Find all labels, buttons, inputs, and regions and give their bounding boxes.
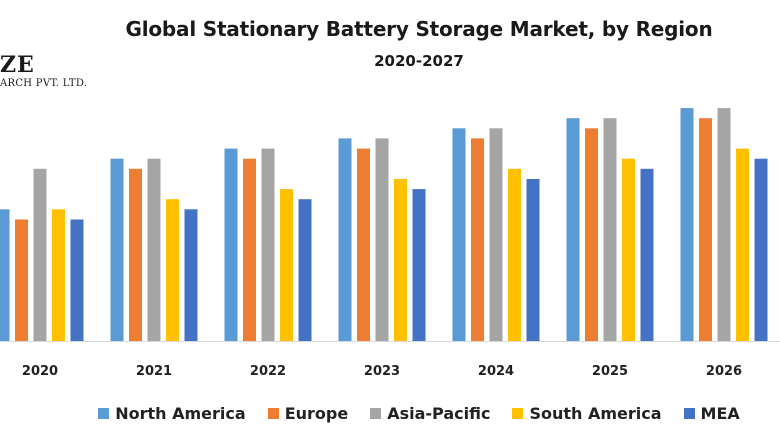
bar-south-america-2025 <box>622 158 635 341</box>
bar-asia-pacific-2024 <box>489 128 503 341</box>
legend-item-asia-pacific: Asia-Pacific <box>370 404 490 423</box>
bar-mea-2025 <box>640 168 654 341</box>
x-tick-label: 2024 <box>478 364 514 379</box>
legend-item-south-america: South America <box>512 404 662 423</box>
bar-north-america-2025 <box>566 118 580 341</box>
bar-mea-2021 <box>184 209 198 341</box>
legend-item-north-america: North America <box>98 404 246 423</box>
bar-north-america-2024 <box>452 128 466 341</box>
logo-subtext: ARCH PVT. LTD. <box>0 78 88 89</box>
bar-south-america-2020 <box>52 209 65 341</box>
x-tick-label: 2026 <box>706 364 742 379</box>
legend-swatch <box>267 408 279 419</box>
bar-south-america-2024 <box>508 168 521 341</box>
legend-swatch <box>512 408 524 419</box>
bar-mea-2023 <box>412 189 426 341</box>
bar-north-america-2026 <box>680 108 694 341</box>
bar-europe-2022 <box>243 158 256 341</box>
legend-label: Asia-Pacific <box>387 404 491 423</box>
x-tick-label: 2025 <box>592 364 628 379</box>
legend-swatch <box>370 408 382 419</box>
legend-item-mea: MEA <box>683 404 740 423</box>
bar-asia-pacific-2021 <box>147 158 161 341</box>
x-tick-label: 2021 <box>136 364 172 379</box>
x-tick-label: 2020 <box>22 364 58 379</box>
bar-asia-pacific-2025 <box>603 118 617 341</box>
legend-swatch <box>98 408 110 419</box>
bar-asia-pacific-2026 <box>717 108 731 341</box>
bar-north-america-2023 <box>338 138 352 341</box>
bar-mea-2024 <box>526 179 540 341</box>
legend-item-europe: Europe <box>267 404 349 423</box>
bar-chart-plot: 2020 2021 2022 2023 2024 2025 2026 <box>0 108 780 379</box>
bar-mea-2022 <box>298 199 312 341</box>
bar-europe-2023 <box>357 148 370 341</box>
bar-south-america-2021 <box>166 199 179 341</box>
bar-north-america-2021 <box>110 158 124 341</box>
bar-mea-2020 <box>70 219 84 341</box>
bar-europe-2026 <box>699 118 712 341</box>
legend-swatch <box>683 408 695 419</box>
legend-label: North America <box>115 404 246 423</box>
legend-label: South America <box>529 404 662 423</box>
chart-subtitle: 2020-2027 <box>374 52 464 70</box>
bar-south-america-2026 <box>736 148 749 341</box>
legend-label: Europe <box>284 404 349 423</box>
chart-legend: North America Europe Asia-Pacific South Ame… <box>0 404 780 423</box>
legend-label: MEA <box>700 404 740 423</box>
bar-south-america-2023 <box>394 179 407 341</box>
bar-mea-2026 <box>754 158 768 341</box>
logo-text: ZE <box>0 52 35 78</box>
bar-asia-pacific-2022 <box>261 148 275 341</box>
bar-north-america-2020 <box>0 209 10 341</box>
chart-title: Global Stationary Battery Storage Market… <box>125 17 713 41</box>
bar-europe-2025 <box>585 128 598 341</box>
bar-asia-pacific-2023 <box>375 138 389 341</box>
bar-europe-2020 <box>15 219 28 341</box>
x-tick-label: 2022 <box>250 364 286 379</box>
bar-europe-2021 <box>129 168 142 341</box>
bar-asia-pacific-2020 <box>33 168 47 341</box>
bar-europe-2024 <box>471 138 484 341</box>
bar-south-america-2022 <box>280 189 293 341</box>
bar-north-america-2022 <box>224 148 238 341</box>
x-tick-label: 2023 <box>364 364 400 379</box>
